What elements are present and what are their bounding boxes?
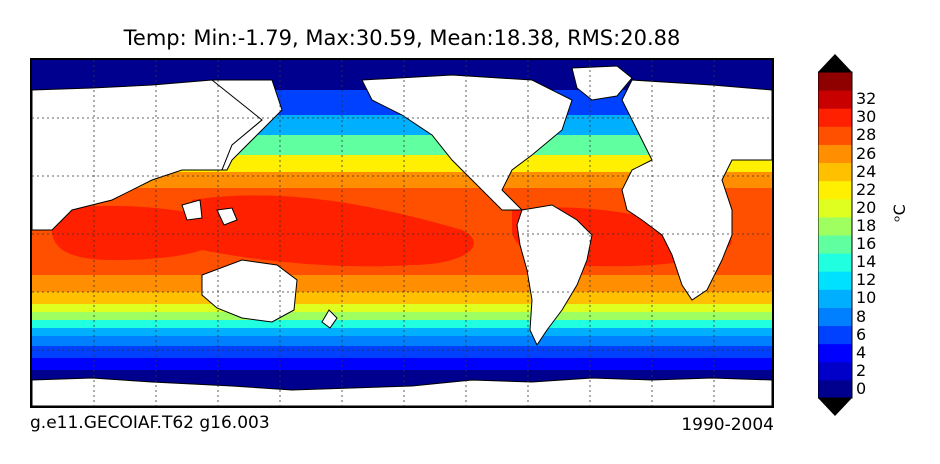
colorbar-tick-label: 0	[856, 378, 867, 398]
colorbar-unit-label: ᵒC	[890, 204, 909, 222]
colorbar	[818, 54, 853, 416]
colorbar-band	[818, 72, 852, 91]
colorbar-bands	[818, 72, 852, 399]
colorbar-band	[818, 379, 852, 399]
colorbar-band	[818, 253, 852, 272]
colorbar-tick-label: 6	[856, 324, 867, 344]
colorbar-band	[818, 198, 852, 218]
colorbar-tick-label: 26	[856, 143, 877, 163]
colorbar-tick-label: 16	[856, 234, 877, 254]
colorbar-tick-label: 8	[856, 306, 867, 326]
date-range-label: 1990-2004	[681, 415, 774, 435]
colorbar-under-arrow	[818, 398, 852, 416]
colorbar-band	[818, 180, 852, 200]
colorbar-tick-label: 2	[856, 360, 867, 380]
colorbar-band	[818, 361, 852, 381]
colorbar-band	[818, 325, 852, 345]
colorbar-band	[818, 343, 852, 363]
colorbar-tick-label: 20	[856, 197, 877, 217]
colorbar-band	[818, 162, 852, 182]
colorbar-band	[818, 90, 852, 109]
colorbar-band	[818, 307, 852, 327]
colorbar-band	[818, 216, 852, 236]
experiment-label: g.e11.GECOIAF.T62 g16.003	[30, 413, 270, 433]
colorbar-tick-label: 32	[856, 89, 877, 109]
colorbar-band	[818, 126, 852, 145]
colorbar-tick-label: 30	[856, 107, 877, 127]
colorbar-tick-label: 14	[856, 252, 877, 272]
grid-lines	[32, 60, 772, 406]
colorbar-tick-label: 10	[856, 288, 877, 308]
colorbar-tick-label: 18	[856, 215, 877, 235]
colorbar-tick-label: 22	[856, 179, 877, 199]
colorbar-band	[818, 108, 852, 127]
sst-map	[30, 58, 774, 408]
colorbar-tick-label: 4	[856, 342, 867, 362]
land	[32, 65, 772, 406]
colorbar-over-arrow	[818, 54, 852, 72]
colorbar-tick-label: 24	[856, 161, 877, 181]
colorbar-band	[818, 289, 852, 308]
colorbar-band	[818, 271, 852, 290]
colorbar-band	[818, 235, 852, 254]
colorbar-tick-label: 28	[856, 125, 877, 145]
map-title: Temp: Min:-1.79, Max:30.59, Mean:18.38, …	[123, 26, 681, 50]
colorbar-band	[818, 144, 852, 164]
colorbar-tick-label: 12	[856, 270, 877, 290]
